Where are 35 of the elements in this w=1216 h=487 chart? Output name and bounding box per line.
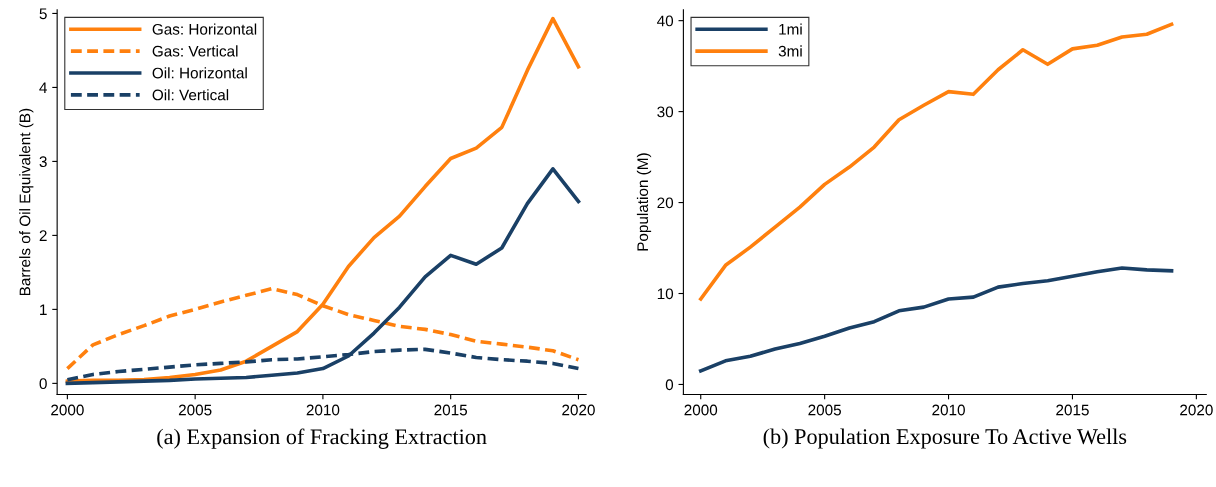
y-tick-label: 30	[657, 106, 674, 118]
x-tick-label: 2005	[808, 404, 841, 416]
x-tick-label: 2000	[684, 404, 718, 416]
y-tick-label: 1	[40, 304, 47, 315]
legend-label: Gas: Vertical	[152, 45, 238, 57]
line-series	[65, 16, 581, 383]
line-series	[698, 266, 1174, 373]
x-tick-label: 2020	[1180, 404, 1213, 416]
legend-label: Gas: Horizontal	[152, 23, 257, 35]
x-tick-label: 2015	[434, 404, 468, 416]
y-axis-title: Population (M)	[636, 153, 652, 251]
legend-label: 1mi	[779, 23, 802, 35]
legend-label: Oil: Vertical	[152, 89, 229, 101]
y-tick-label: 0	[665, 379, 674, 391]
y-tick-label: 4	[39, 82, 47, 93]
y-tick-label: 5	[39, 8, 47, 20]
legend-label: 3mi	[778, 45, 802, 57]
y-tick-label: 40	[657, 15, 674, 27]
y-tick-label: 20	[657, 197, 674, 209]
x-tick-label: 2005	[178, 404, 212, 416]
x-tick-label: 2020	[562, 404, 595, 416]
text: (b) Population Exposure To Active Wells	[763, 428, 1127, 449]
x-tick-label: 2010	[306, 404, 340, 416]
x-tick-label: 2000	[51, 404, 84, 416]
legend-label: Oil: Horizontal	[152, 67, 247, 79]
line-series	[65, 167, 581, 386]
y-tick-label: 0	[39, 378, 47, 390]
line-series	[698, 22, 1174, 301]
x-tick-label: 2015	[1056, 404, 1089, 416]
y-tick-label: 10	[657, 288, 674, 300]
y-tick-label: 3	[39, 156, 47, 168]
y-axis-title: Barrels of Oil Equivalent (B)	[19, 108, 34, 296]
y-tick-label: 2	[39, 230, 47, 241]
x-tick-label: 2010	[932, 404, 965, 416]
text: (a) Expansion of Fracking Extraction	[157, 428, 487, 449]
